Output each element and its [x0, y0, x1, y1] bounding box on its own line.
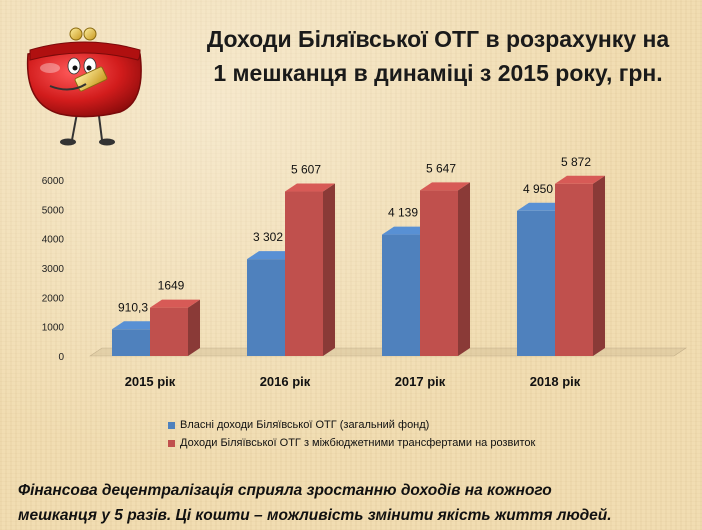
caption-line-1: Фінансова децентралізація сприяла зроста… — [18, 482, 552, 499]
bar-side — [323, 183, 335, 356]
y-tick-label: 0 — [58, 352, 64, 363]
legend-swatch-red — [168, 439, 175, 447]
bar — [382, 234, 420, 356]
data-label: 4 950 — [523, 182, 553, 196]
title-line-2: 1 мешканця в динаміці з 2015 року, грн. — [213, 60, 663, 86]
page-title: Доходи Біляївської ОТГ в розрахунку на 1… — [188, 22, 688, 90]
y-tick-label: 3000 — [42, 264, 65, 275]
y-tick-label: 1000 — [42, 323, 65, 334]
bar-top — [517, 202, 567, 211]
data-label: 4 139 — [388, 206, 418, 220]
legend-item-own-revenue: Власні доходи Біляївської ОТГ (загальний… — [168, 416, 535, 434]
y-tick-label: 5000 — [42, 205, 65, 216]
bar — [555, 183, 593, 356]
bar-top — [285, 183, 335, 192]
bar-side — [458, 182, 470, 356]
y-tick-label: 4000 — [42, 235, 65, 246]
x-category-label: 2017 рік — [395, 374, 446, 389]
data-label: 3 302 — [253, 230, 283, 244]
x-category-label: 2015 рік — [125, 374, 176, 389]
data-label: 910,3 — [118, 300, 148, 314]
bar — [285, 191, 323, 356]
bar-top — [420, 182, 470, 191]
bar-side — [593, 175, 605, 356]
bar-side — [188, 299, 200, 356]
bar-top — [150, 299, 200, 308]
data-label: 1649 — [158, 279, 185, 293]
bar — [420, 190, 458, 356]
x-category-label: 2016 рік — [260, 374, 311, 389]
caption-line-2: мешканця у 5 разів. Ці кошти – можливіст… — [18, 507, 612, 524]
data-label: 5 872 — [561, 155, 591, 169]
bar — [150, 307, 188, 356]
y-tick-label: 6000 — [42, 176, 65, 187]
legend-item-total-revenue: Доходи Біляївської ОТГ з міжбюджетними т… — [168, 434, 535, 452]
red-wallet-icon — [20, 8, 150, 153]
summary-caption: Фінансова децентралізація сприяла зроста… — [18, 478, 688, 528]
bar-top — [247, 251, 297, 260]
legend-label-own-revenue: Власні доходи Біляївської ОТГ (загальний… — [180, 419, 430, 431]
data-label: 5 607 — [291, 163, 321, 177]
data-label: 5 647 — [426, 161, 456, 175]
bar — [112, 329, 150, 356]
bar-top — [382, 226, 432, 235]
x-category-label: 2018 рік — [530, 374, 581, 389]
y-tick-label: 2000 — [42, 293, 65, 304]
bar — [517, 210, 555, 356]
chart-legend: Власні доходи Біляївської ОТГ (загальний… — [168, 416, 535, 452]
legend-label-total-revenue: Доходи Біляївської ОТГ з міжбюджетними т… — [180, 437, 536, 449]
bar-top — [555, 175, 605, 184]
bar-top — [112, 321, 162, 330]
title-line-1: Доходи Біляївської ОТГ в розрахунку на — [206, 26, 670, 52]
legend-swatch-blue — [168, 421, 175, 429]
bar — [247, 259, 285, 356]
